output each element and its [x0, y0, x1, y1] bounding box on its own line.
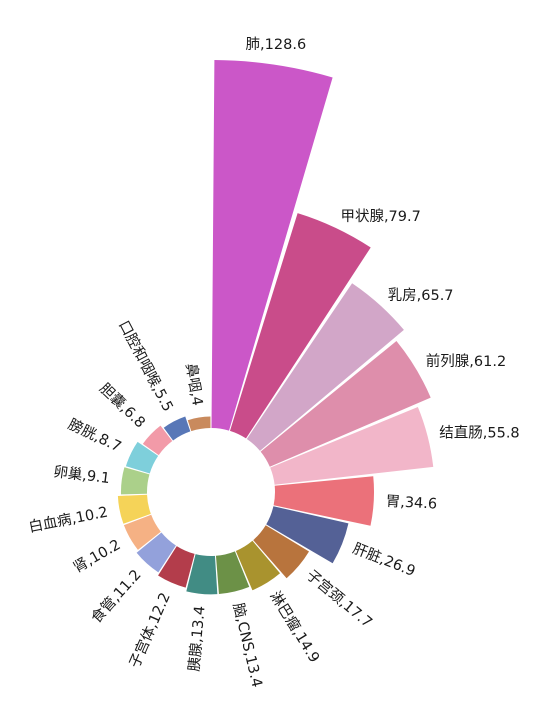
bar-2 — [246, 283, 404, 451]
bar-10 — [186, 554, 218, 595]
label-7: 子宫颈,17.7 — [303, 567, 376, 632]
label-11: 子宫体,12.2 — [126, 590, 174, 670]
label-5: 胃,34.6 — [385, 494, 437, 513]
label-1: 甲状腺,79.7 — [340, 208, 420, 225]
bar-4 — [270, 406, 434, 485]
label-2: 乳房,65.7 — [388, 287, 454, 304]
bar-18 — [163, 416, 191, 441]
label-12: 食管,11.2 — [88, 566, 145, 626]
bar-3 — [260, 341, 431, 467]
label-14: 白血病,10.2 — [27, 504, 109, 536]
label-13: 肾,10.2 — [70, 536, 123, 576]
bar-15 — [120, 467, 150, 495]
bar-6 — [266, 506, 349, 564]
bar-14 — [117, 494, 151, 524]
bar-11 — [158, 546, 195, 588]
label-15: 卵巢,9.1 — [53, 463, 111, 487]
label-3: 前列腺,61.2 — [426, 353, 506, 370]
bar-13 — [123, 514, 161, 550]
label-10: 胰腺,13.4 — [186, 605, 209, 672]
bar-12 — [136, 532, 176, 573]
bar-17 — [142, 425, 173, 456]
label-6: 肝脏,26.9 — [350, 540, 418, 580]
label-17: 胆囊,6.8 — [96, 380, 149, 432]
bar-0 — [211, 60, 333, 431]
label-8: 淋巴瘤,14.9 — [266, 588, 323, 665]
label-9: 脑,CNS,13.4 — [229, 601, 265, 689]
bar-8 — [235, 540, 281, 591]
bar-group — [117, 60, 434, 595]
bar-16 — [125, 441, 159, 474]
bar-1 — [229, 213, 371, 439]
bar-7 — [253, 525, 310, 579]
bar-19 — [187, 416, 211, 432]
bar-9 — [215, 551, 250, 595]
label-4: 结直肠,55.8 — [439, 424, 519, 441]
bar-5 — [273, 476, 375, 526]
label-19: 鼻咽,4 — [182, 362, 206, 407]
label-0: 肺,128.6 — [246, 36, 307, 53]
label-16: 膀胱,8.7 — [65, 416, 123, 456]
